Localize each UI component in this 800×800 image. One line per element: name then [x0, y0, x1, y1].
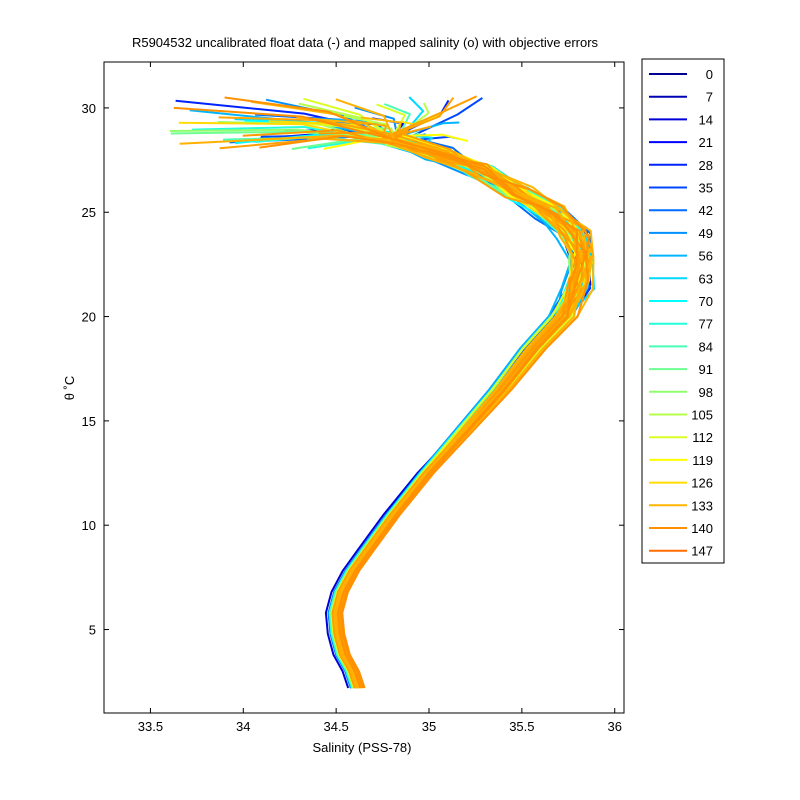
legend-label: 147 [691, 544, 713, 559]
profile-line [333, 95, 581, 689]
legend-label: 91 [699, 362, 713, 377]
profile-line [336, 102, 589, 689]
profile-line [179, 136, 595, 689]
legend-label: 77 [699, 317, 713, 332]
profile-line [333, 98, 589, 689]
profile-line [170, 130, 585, 689]
x-tick-label: 34.5 [323, 719, 348, 734]
y-tick-label: 15 [82, 414, 96, 429]
profile-line [338, 103, 593, 689]
legend-label: 112 [692, 430, 713, 445]
profile-line [169, 128, 587, 689]
legend-label: 140 [691, 521, 713, 536]
profile-line [222, 136, 581, 689]
legend-label: 0 [706, 67, 713, 82]
legend-label: 105 [691, 408, 713, 423]
legend-label: 56 [699, 249, 713, 264]
profile-line [335, 106, 585, 689]
legend-label: 84 [699, 339, 713, 354]
chart-title: R5904532 uncalibrated float data (-) and… [132, 35, 599, 50]
profile-line [173, 106, 579, 689]
legend-label: 63 [699, 271, 713, 286]
profile-line [336, 103, 586, 689]
y-axis-label: θ ˚C [62, 376, 77, 401]
y-tick-label: 25 [82, 205, 96, 220]
legend-label: 35 [699, 181, 713, 196]
profile-line [254, 133, 578, 689]
profile-line [333, 97, 591, 689]
y-tick-label: 5 [89, 623, 96, 638]
x-axis-label: Salinity (PSS-78) [313, 740, 412, 755]
x-tick-label: 35.5 [509, 719, 534, 734]
x-tick-label: 34 [236, 719, 250, 734]
legend-label: 126 [691, 476, 713, 491]
y-axis: 5 10 15 20 25 30 [82, 101, 624, 638]
series-lines [169, 95, 595, 689]
plot-area-frame [103, 61, 625, 714]
x-tick-label: 36 [607, 719, 621, 734]
legend: 0 7 14 21 28 35 42 49 56 63 70 77 84 91 98 105 112 119 126… [649, 67, 713, 559]
x-axis: 33.5 34 34.5 35 35.5 36 [138, 62, 622, 734]
profile-line [334, 96, 593, 689]
legend-label: 70 [699, 294, 713, 309]
profile-line [224, 96, 590, 689]
legend-label: 28 [699, 158, 713, 173]
legend-label: 42 [699, 203, 713, 218]
y-tick-label: 10 [82, 518, 96, 533]
profile-line [336, 97, 585, 689]
profile-line [333, 99, 592, 689]
x-tick-label: 33.5 [138, 719, 163, 734]
profile-line [234, 132, 581, 689]
legend-label: 21 [699, 135, 713, 150]
x-tick-label: 35 [422, 719, 436, 734]
y-tick-label: 30 [82, 101, 96, 116]
legend-label: 14 [699, 112, 713, 127]
legend-label: 7 [706, 90, 713, 105]
y-tick-label: 20 [82, 310, 96, 325]
legend-label: 133 [691, 498, 713, 513]
profile-line [259, 135, 588, 689]
profile-line [219, 137, 580, 689]
legend-label: 119 [692, 453, 713, 468]
profile-line [192, 126, 578, 689]
legend-label: 98 [699, 385, 713, 400]
legend-label: 49 [699, 226, 713, 241]
profile-line [260, 134, 573, 689]
